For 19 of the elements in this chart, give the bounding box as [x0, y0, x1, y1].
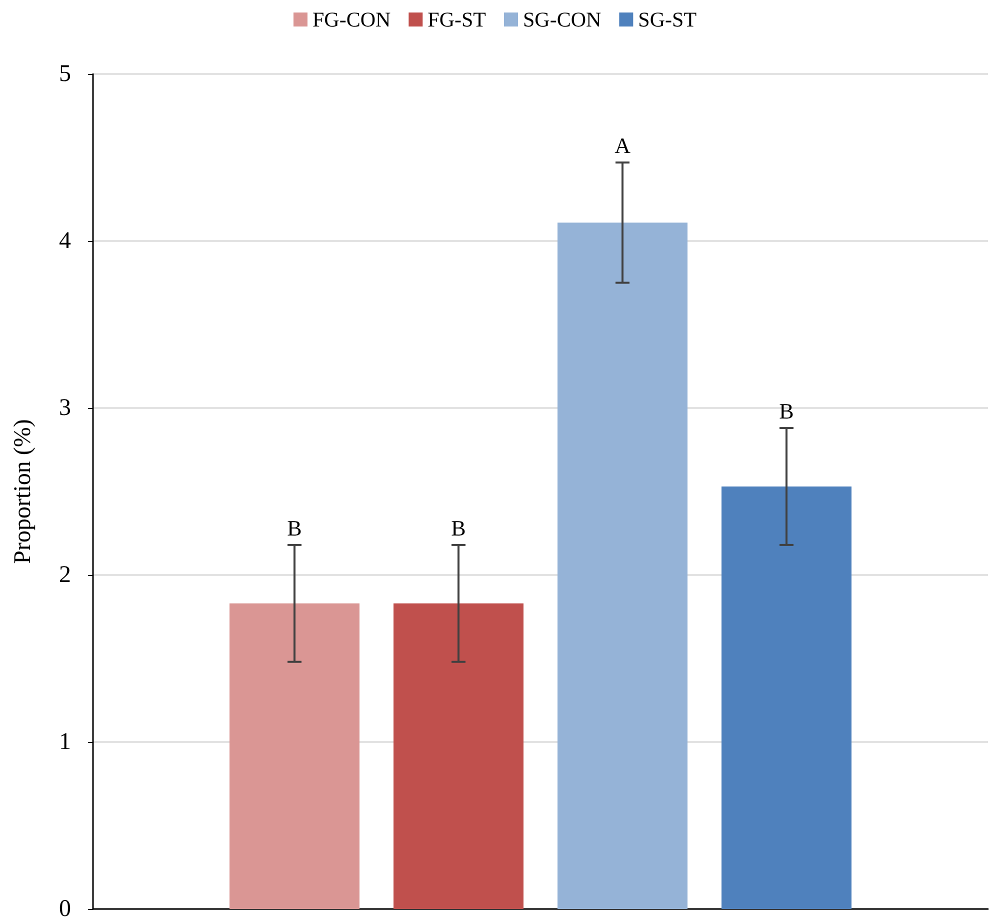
legend-label: FG-CON	[312, 8, 391, 32]
y-tick-label: 4	[59, 228, 71, 254]
bar	[558, 222, 688, 909]
y-tick-label: 1	[59, 729, 71, 755]
y-axis-title: Proportion (%)	[10, 419, 36, 564]
y-tick-label: 0	[59, 896, 71, 922]
y-tick-label: 2	[59, 562, 71, 588]
data-label: B	[451, 515, 466, 540]
data-label: B	[287, 515, 302, 540]
bar	[722, 486, 852, 909]
legend-label: SG-ST	[638, 8, 697, 32]
y-tick-label: 3	[59, 395, 71, 421]
bar	[230, 603, 360, 909]
legend-label: SG-CON	[523, 8, 602, 32]
data-label: B	[779, 398, 794, 424]
bar	[394, 603, 524, 909]
y-tick-label: 5	[59, 61, 71, 87]
legend-label: FG-ST	[428, 8, 486, 32]
data-label: A	[614, 133, 631, 158]
